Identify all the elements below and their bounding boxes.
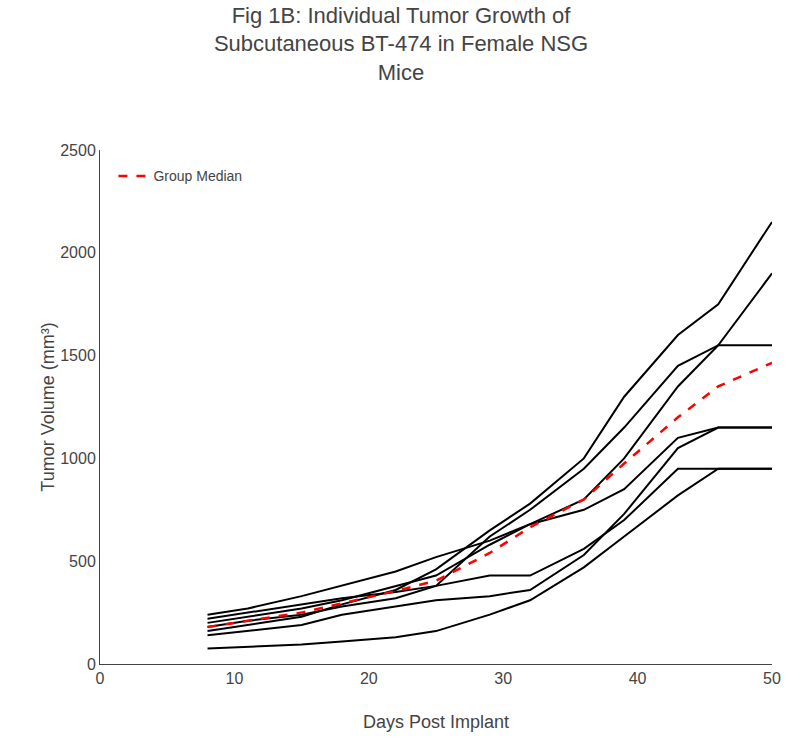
svg-text:Group Median: Group Median bbox=[153, 168, 242, 184]
svg-text:2000: 2000 bbox=[60, 244, 96, 261]
svg-text:0: 0 bbox=[96, 670, 105, 687]
svg-text:10: 10 bbox=[226, 670, 244, 687]
svg-text:Tumor Volume (mm³): Tumor Volume (mm³) bbox=[38, 322, 58, 491]
svg-text:Fig 1B: Individual Tumor Growt: Fig 1B: Individual Tumor Growth ofSubcut… bbox=[214, 3, 588, 85]
svg-text:40: 40 bbox=[629, 670, 647, 687]
svg-text:0: 0 bbox=[87, 656, 96, 673]
svg-text:50: 50 bbox=[763, 670, 781, 687]
svg-text:Days Post Implant: Days Post Implant bbox=[363, 712, 509, 732]
svg-text:1500: 1500 bbox=[60, 347, 96, 364]
svg-text:30: 30 bbox=[494, 670, 512, 687]
svg-text:500: 500 bbox=[69, 553, 96, 570]
svg-text:20: 20 bbox=[360, 670, 378, 687]
svg-text:1000: 1000 bbox=[60, 450, 96, 467]
svg-text:2500: 2500 bbox=[60, 142, 96, 159]
